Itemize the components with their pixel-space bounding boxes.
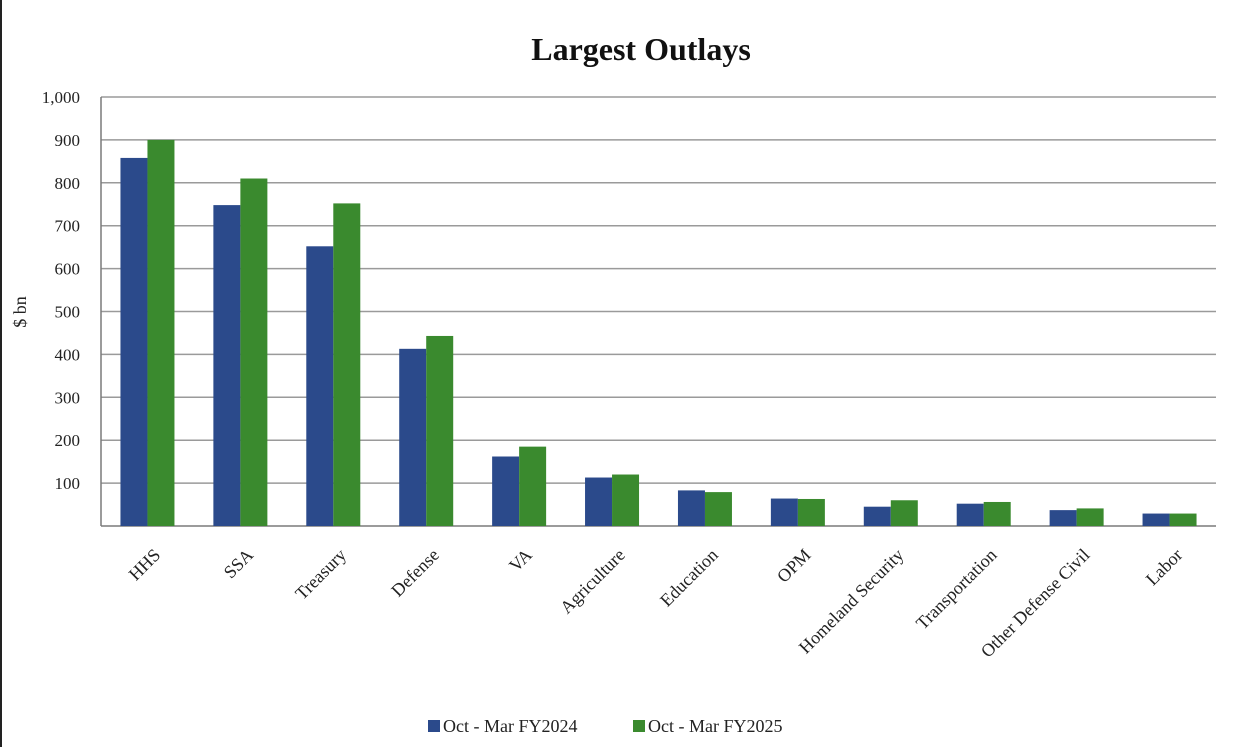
y-tick-label: 800 bbox=[55, 174, 81, 193]
bar bbox=[677, 490, 705, 526]
x-tick-label: Labor bbox=[1142, 545, 1187, 590]
bar bbox=[240, 178, 268, 526]
x-tick-label: Agriculture bbox=[556, 545, 629, 618]
y-tick-label: 500 bbox=[55, 303, 81, 322]
x-tick-label: OPM bbox=[773, 545, 815, 587]
y-axis-label: $ bn bbox=[10, 296, 30, 328]
bar bbox=[1076, 508, 1104, 526]
y-tick-labels: 100 200 300 400 500 600 700 800 900 1,000 bbox=[42, 88, 80, 493]
bar bbox=[585, 477, 613, 526]
bar bbox=[213, 205, 241, 526]
bar bbox=[399, 348, 427, 526]
y-tick-label: 700 bbox=[55, 217, 81, 236]
x-tick-label: Transportation bbox=[912, 545, 1001, 634]
y-tick-label: 200 bbox=[55, 431, 81, 450]
legend-swatch bbox=[428, 720, 440, 732]
bar bbox=[612, 474, 640, 526]
y-tick-label: 900 bbox=[55, 131, 81, 150]
legend: Oct - Mar FY2024 Oct - Mar FY2025 bbox=[428, 716, 782, 736]
gridlines bbox=[100, 96, 1216, 527]
bar bbox=[1169, 513, 1197, 526]
y-tick-label: 400 bbox=[55, 345, 81, 364]
bar bbox=[426, 335, 454, 526]
x-tick-label: SSA bbox=[220, 545, 257, 582]
bar bbox=[770, 498, 798, 526]
x-tick-label: HHS bbox=[125, 545, 165, 585]
bar bbox=[1142, 513, 1170, 526]
x-tick-label: Treasury bbox=[291, 545, 350, 604]
x-tick-label: VA bbox=[505, 545, 536, 576]
bar bbox=[1049, 510, 1077, 526]
bar bbox=[492, 456, 520, 526]
legend-label: Oct - Mar FY2025 bbox=[648, 716, 782, 736]
bar bbox=[797, 498, 825, 526]
bar bbox=[333, 203, 361, 526]
bar bbox=[863, 506, 891, 526]
y-tick-label: 300 bbox=[55, 388, 81, 407]
bar bbox=[956, 503, 984, 526]
y-tick-label: 100 bbox=[55, 474, 81, 493]
bar bbox=[120, 157, 148, 526]
bar bbox=[147, 139, 175, 526]
bar bbox=[704, 492, 732, 526]
y-tick-label: 600 bbox=[55, 260, 81, 279]
bar bbox=[890, 500, 918, 526]
x-tick-labels: HHS SSA Treasury Defense VA Agriculture Educat… bbox=[125, 545, 1187, 662]
legend-swatch bbox=[633, 720, 645, 732]
bar bbox=[306, 246, 334, 527]
bar bbox=[983, 501, 1011, 526]
legend-label: Oct - Mar FY2024 bbox=[443, 716, 577, 736]
bars bbox=[120, 139, 1197, 527]
x-tick-label: Education bbox=[656, 545, 722, 611]
x-tick-label: Defense bbox=[387, 545, 443, 601]
chart-title: Largest Outlays bbox=[531, 31, 751, 67]
y-tick-label: 1,000 bbox=[42, 88, 80, 107]
bar bbox=[519, 446, 547, 526]
